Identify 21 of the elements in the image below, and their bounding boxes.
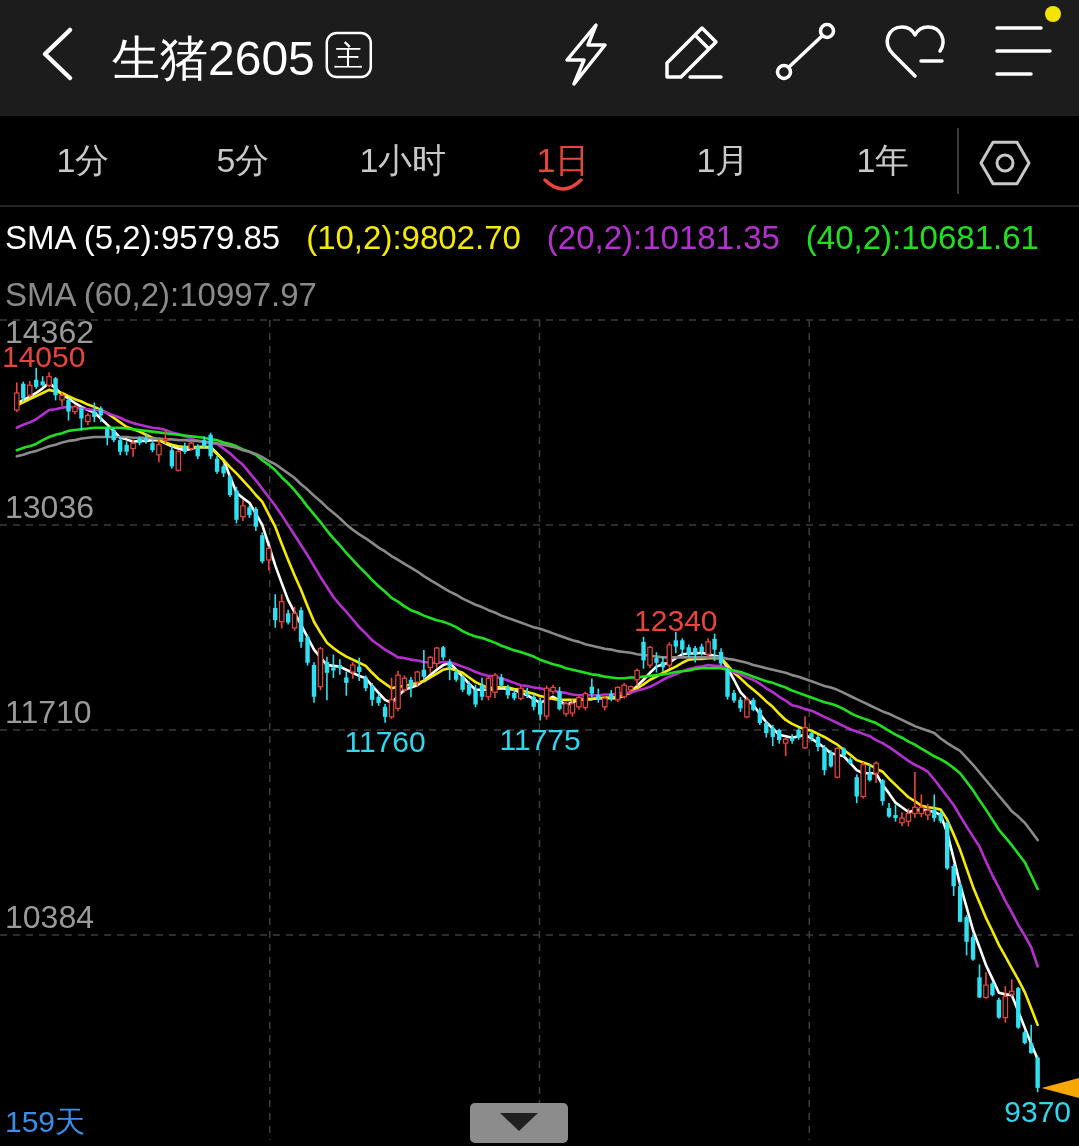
- footer: 159天: [5, 1105, 86, 1138]
- tab-label: 1年: [856, 141, 910, 179]
- data-label: 11760: [344, 725, 426, 759]
- tab-label: 1月: [696, 141, 750, 179]
- y-tick: 11710: [5, 694, 92, 730]
- tab-label: 1分: [56, 141, 110, 179]
- data-label: 12340: [634, 604, 718, 638]
- legend-item: (10,2):9802.70: [306, 219, 521, 256]
- legend-item: (20,2):10181.35: [546, 219, 780, 256]
- tab-label: 1小时: [359, 141, 447, 179]
- tab-label: 1日: [536, 141, 590, 179]
- data-label: 11775: [499, 722, 581, 756]
- y-tick: 13036: [5, 489, 94, 525]
- legend-item: SMA (5,2):9579.85: [5, 219, 281, 256]
- legend-item: (40,2):10681.61: [805, 219, 1039, 256]
- tab-label: 5分: [216, 141, 270, 179]
- y-tick: 10384: [5, 899, 94, 935]
- data-label: 9370: [1004, 1094, 1072, 1128]
- badge-label: 主: [334, 40, 364, 72]
- title: 生猪2605: [112, 32, 315, 85]
- legend-item: SMA (60,2):10997.97: [5, 276, 317, 313]
